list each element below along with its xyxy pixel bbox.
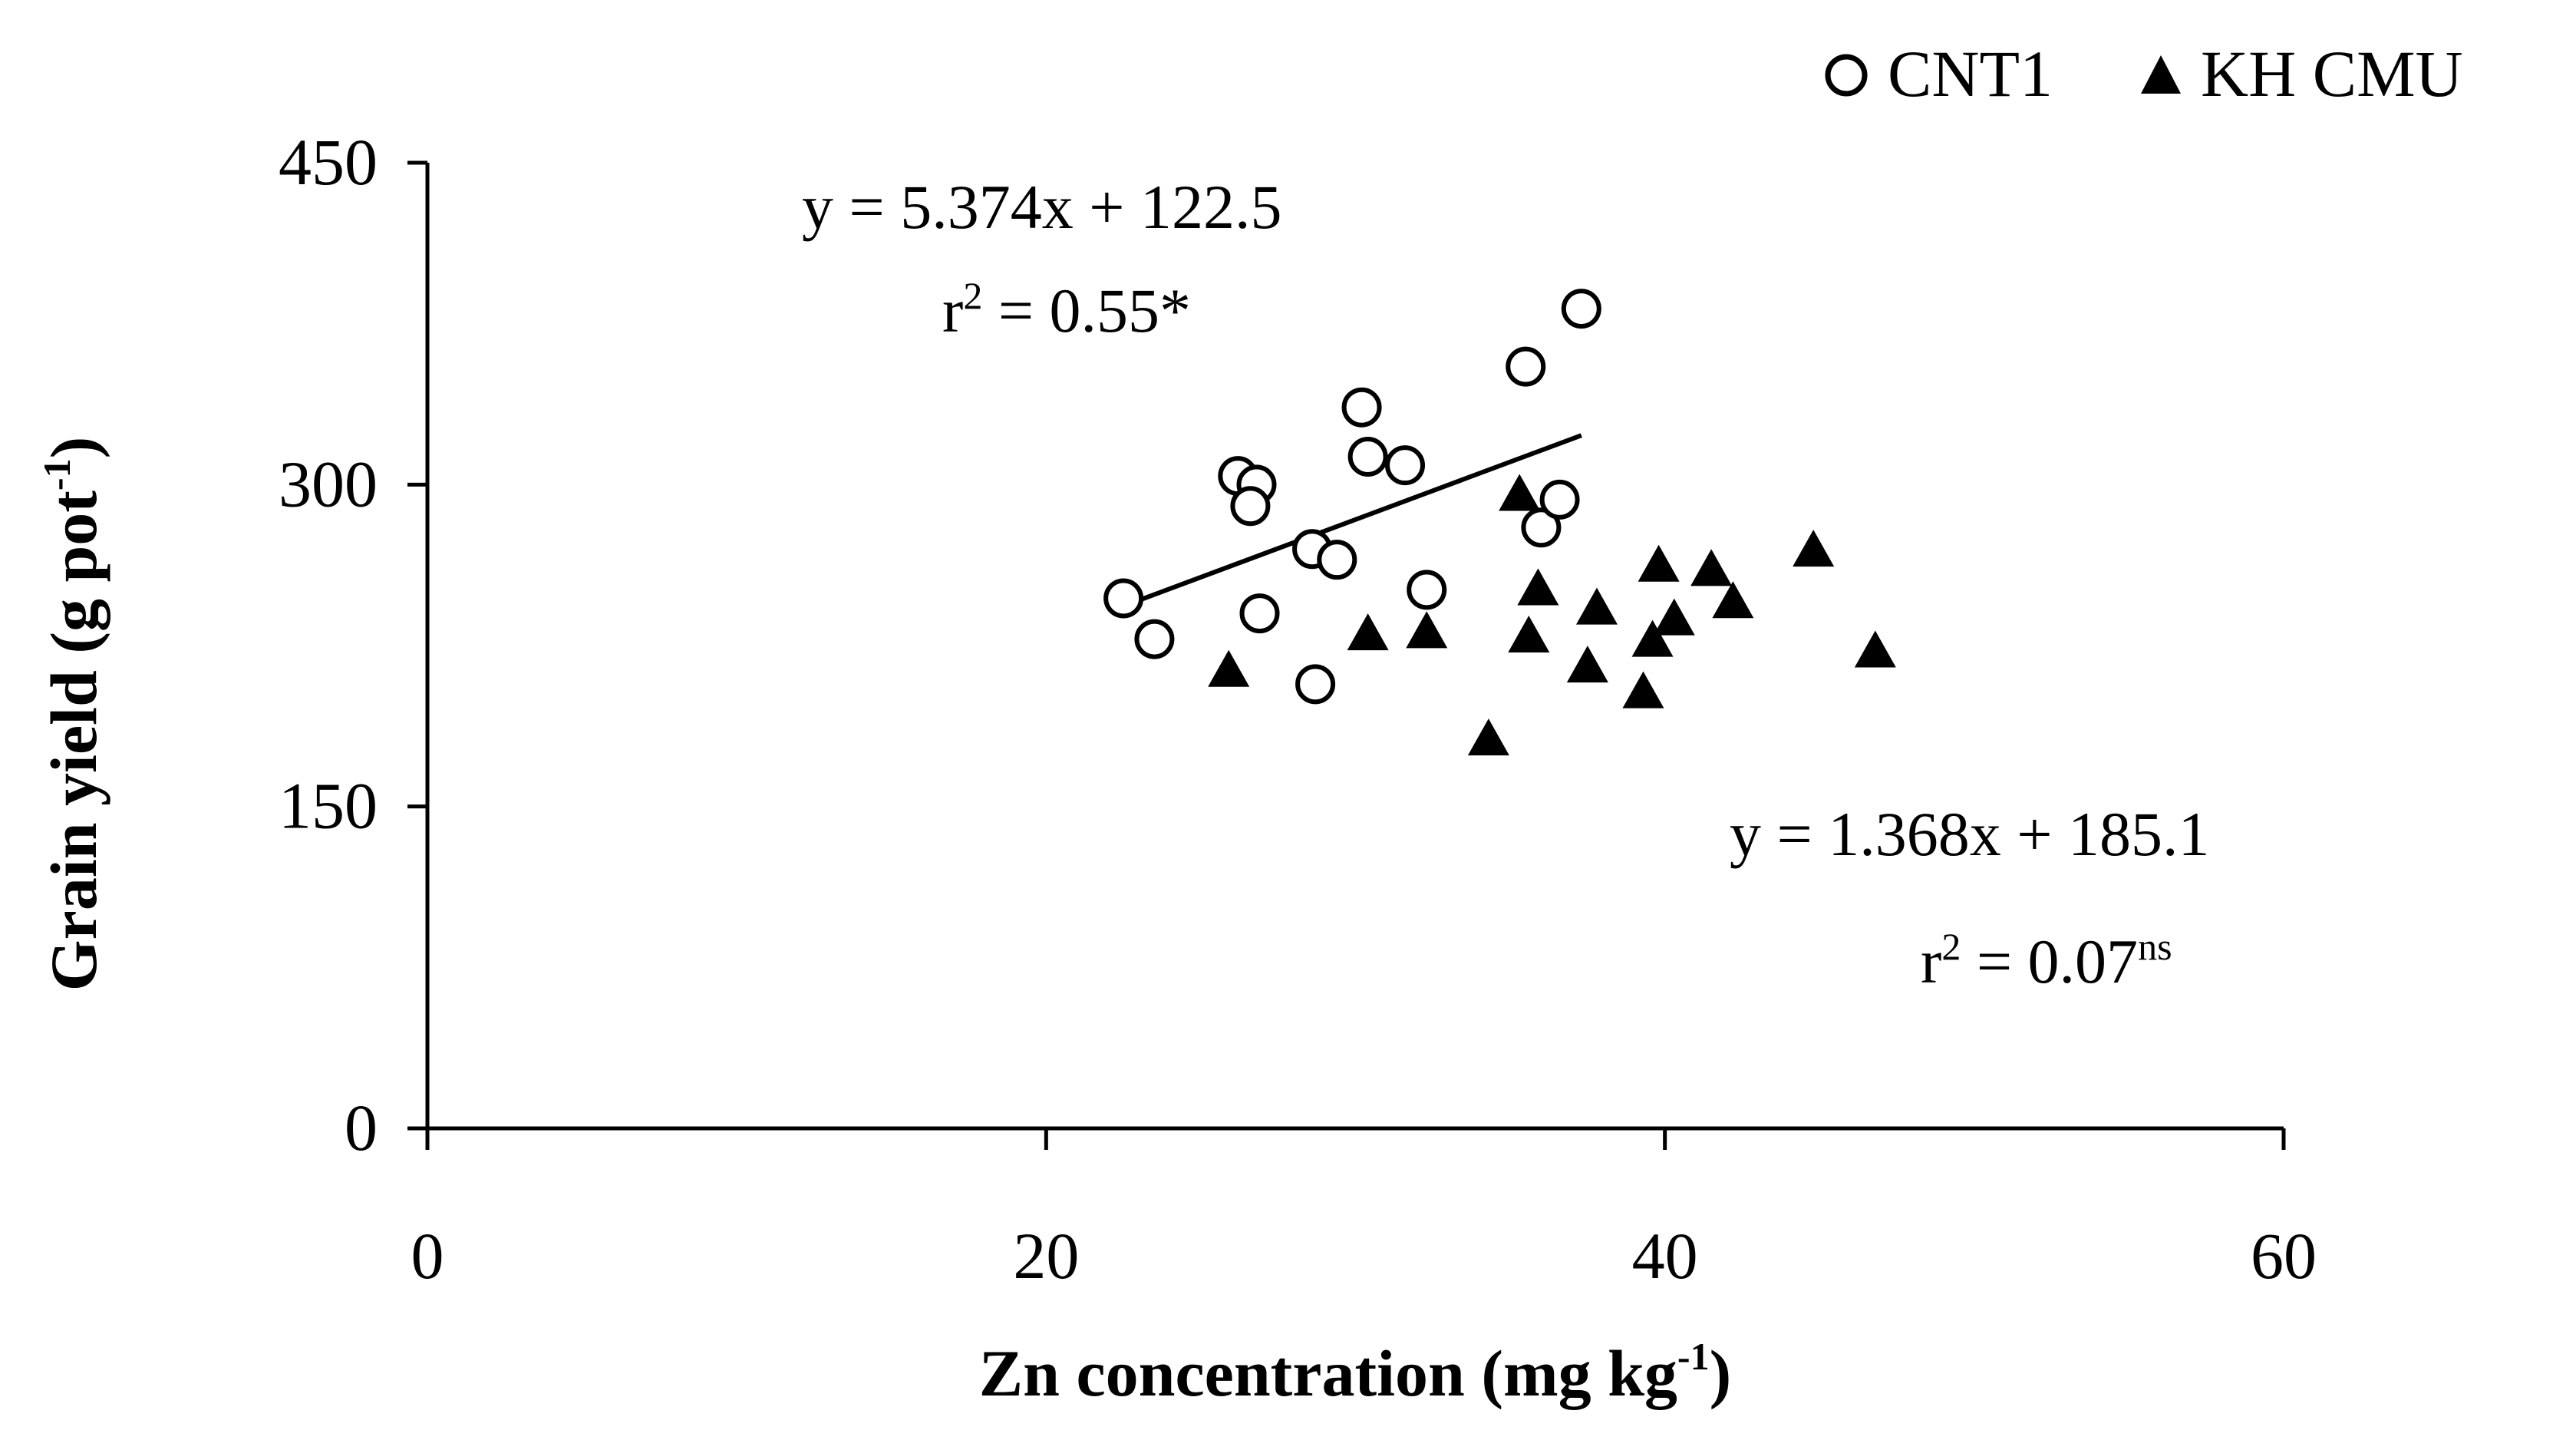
khcmu-point	[1508, 615, 1550, 652]
khcmu-equation: y = 1.368x + 185.1	[1730, 799, 2210, 869]
cnt1-point	[1317, 540, 1357, 580]
cnt1-point	[1506, 346, 1546, 387]
cnt1-point	[1561, 289, 1601, 329]
legend-label-khcmu: KH CMU	[2201, 37, 2463, 111]
cnt1-point	[1103, 578, 1144, 619]
y-tick-label: 150	[279, 769, 378, 843]
khcmu-point	[1793, 530, 1835, 567]
cnt1-point	[1521, 507, 1562, 548]
cnt1-point	[1539, 479, 1580, 520]
legend-marker-khcmu	[2141, 55, 2181, 94]
x-tick-label: 60	[2251, 1219, 2317, 1293]
cnt1-point	[1407, 570, 1447, 610]
khcmu-point	[1517, 568, 1559, 606]
x-tick-label: 0	[411, 1219, 444, 1293]
series-cnt1-points	[1103, 289, 1601, 705]
khcmu-point	[1566, 646, 1608, 683]
y-tick-label: 450	[279, 125, 378, 199]
cnt1-equation: y = 5.374x + 122.5	[802, 172, 1282, 242]
legend-marker-cnt1	[1825, 54, 1868, 97]
x-axis-ticks: 0 20 40 60	[411, 1128, 2317, 1293]
khcmu-point	[1467, 718, 1509, 756]
legend: CNT1 KH CMU	[1825, 37, 2463, 111]
cnt1-r2: r2 = 0.55*	[942, 274, 1191, 345]
cnt1-point	[1347, 436, 1388, 477]
khcmu-point	[1575, 587, 1618, 625]
cnt1-point	[1385, 445, 1426, 486]
x-axis-title: Zn concentration (mg kg-1)	[979, 1335, 1731, 1410]
khcmu-point	[1347, 613, 1389, 651]
cnt1-point	[1295, 664, 1336, 705]
legend-label-cnt1: CNT1	[1888, 37, 2053, 111]
khcmu-point	[1690, 549, 1733, 586]
y-axis-ticks: 0 150 300 450	[279, 125, 427, 1164]
x-tick-label: 20	[1013, 1219, 1079, 1293]
y-tick-label: 0	[345, 1091, 378, 1164]
cnt1-point	[1341, 387, 1382, 428]
khcmu-point	[1631, 619, 1674, 657]
cnt1-point	[1239, 593, 1280, 634]
trendline-cnt1	[1123, 433, 1582, 609]
khcmu-point	[1854, 630, 1896, 668]
khcmu-r2: r2 = 0.07ns	[1921, 925, 2172, 996]
khcmu-point	[1622, 671, 1664, 708]
khcmu-point	[1208, 649, 1250, 687]
y-tick-label: 300	[279, 447, 378, 520]
x-tick-label: 40	[1632, 1219, 1698, 1293]
khcmu-point	[1712, 581, 1754, 619]
khcmu-point	[1406, 611, 1448, 649]
khcmu-point	[1653, 598, 1695, 636]
y-axis-title: Grain yield (g pot-1)	[35, 437, 110, 991]
trendlines	[1123, 433, 1582, 609]
cnt1-point	[1134, 619, 1175, 659]
khcmu-point	[1638, 544, 1680, 582]
series-khcmu-points	[1208, 474, 1896, 756]
khcmu-point	[1499, 474, 1541, 511]
cnt1-point	[1230, 486, 1271, 527]
axes: 0 150 300 450 0 20 40 60	[279, 125, 2317, 1293]
